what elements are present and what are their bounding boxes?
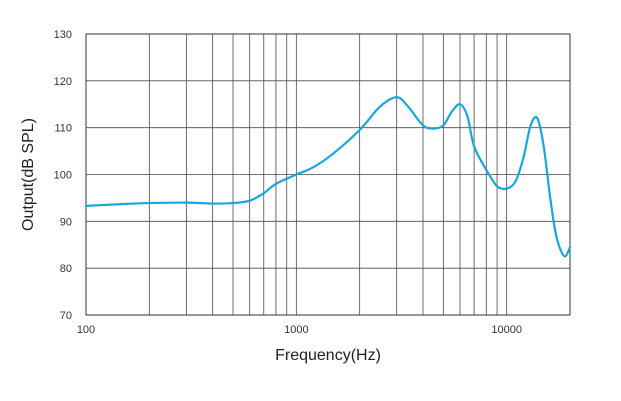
- x-tick-label: 10000: [491, 324, 522, 336]
- x-axis-title: Frequency(Hz): [275, 347, 381, 364]
- x-tick-labels: 100 1000 10000: [77, 324, 522, 336]
- x-tick-label: 1000: [284, 324, 308, 336]
- y-axis-title: Output(dB SPL): [20, 118, 37, 231]
- y-tick-label: 110: [54, 123, 72, 135]
- series-line-output: [84, 96, 572, 258]
- y-tick-label: 90: [60, 216, 72, 228]
- y-tick-label: 120: [54, 76, 72, 88]
- y-tick-label: 130: [54, 29, 72, 41]
- plot-frame: [85, 33, 571, 316]
- y-tick-labels: 70 80 90 100 110 120 130: [54, 29, 72, 322]
- y-tick-label: 80: [60, 263, 72, 275]
- y-tick-label: 100: [54, 170, 72, 182]
- x-tick-label: 100: [77, 324, 95, 336]
- y-tick-label: 70: [60, 310, 72, 322]
